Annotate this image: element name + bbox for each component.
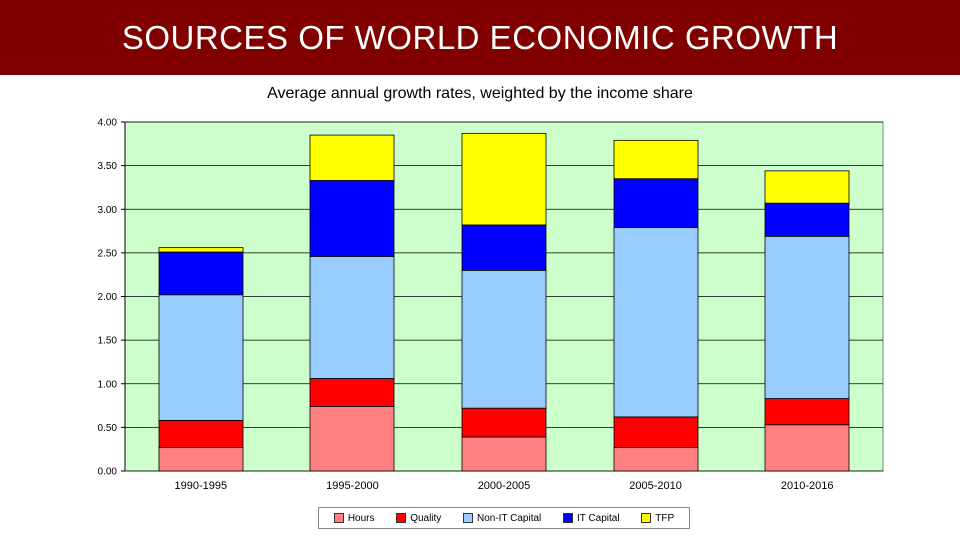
bar-segment-quality [158,419,244,448]
y-tick-label: 1.50 [98,336,118,347]
legend-label: Hours [347,512,375,524]
legend-swatch [333,513,344,523]
legend-item: Non-IT Capital [462,512,542,524]
x-category-label: 2010-2016 [781,480,834,492]
chart-title: Average annual growth rates, weighted by… [267,85,693,102]
bar-segment-non-it-capital [613,227,699,418]
legend-item: Quality [396,513,441,524]
bar-segment-non-it-capital [764,235,850,399]
bar-segment-hours [158,447,244,472]
legend-item: Hours [333,512,375,524]
title-bar: SOURCES OF WORLD ECONOMIC GROWTH [0,0,960,75]
bar-segment-it-capital [461,224,547,271]
bar-segment-quality [764,398,850,426]
legend-item: IT Capital [562,512,620,524]
y-tick-label: 4.00 [98,118,118,129]
y-tick-label: 2.00 [98,292,118,303]
bar-segment-quality [309,378,395,407]
bar-segment-tfp [461,132,547,226]
x-category-label: 2000-2005 [478,480,531,492]
bar-segment-hours [461,436,547,472]
legend-swatch [562,513,573,523]
x-category-label: 2005-2010 [629,480,682,492]
legend-label: TFP [655,512,675,524]
legend-label: IT Capital [576,512,620,524]
legend-label: Quality [410,512,442,524]
bar-segment-non-it-capital [309,255,395,379]
bar-segment-tfp [764,170,850,204]
x-category-label: 1995-2000 [326,480,379,492]
bar-segment-quality [613,416,699,448]
bar-segment-non-it-capital [158,294,244,421]
y-tick-label: 3.50 [98,161,118,172]
bar-segment-tfp [309,134,395,181]
legend-swatch [462,513,473,523]
x-category-label: 1990-1995 [174,480,227,492]
bar-segment-quality [461,407,547,438]
y-tick-label: 0.50 [98,423,118,434]
bar-segment-hours [309,406,395,472]
chart-legend: Hours Quality Non-IT Capital IT Capital TFP [318,507,690,529]
bar-segment-it-capital [613,178,699,228]
y-tick-label: 3.00 [98,205,118,216]
bar-segment-it-capital [309,180,395,257]
bar-segment-it-capital [158,251,244,296]
legend-label: Non-IT Capital [476,512,542,524]
legend-swatch [641,513,652,523]
legend-item: TFP [641,513,674,524]
legend-swatch [396,513,407,523]
y-tick-label: 1.00 [98,379,118,390]
bar-segment-tfp [613,139,699,180]
page-title: SOURCES OF WORLD ECONOMIC GROWTH [121,18,839,56]
y-tick-label: 0.00 [98,467,118,478]
bar-segment-hours [613,447,699,472]
bar-segment-non-it-capital [461,269,547,409]
y-tick-label: 2.50 [98,248,118,259]
bar-segment-tfp [158,247,244,253]
bar-segment-it-capital [764,202,850,237]
bar-segment-hours [764,424,850,472]
